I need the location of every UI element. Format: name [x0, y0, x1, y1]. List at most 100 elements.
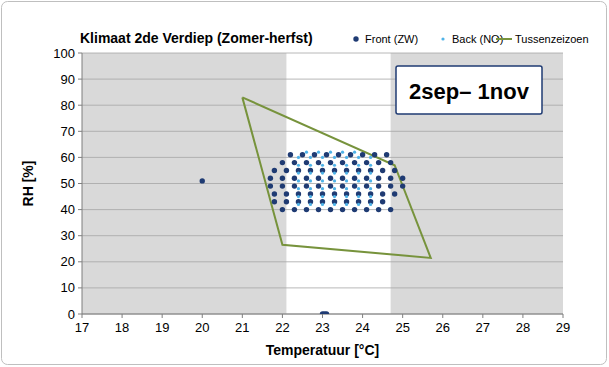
- y-tick: [78, 287, 82, 288]
- y-tick-label: 60: [61, 150, 75, 165]
- data-point: [360, 152, 365, 157]
- data-point: [380, 199, 385, 204]
- x-tick-label: 28: [516, 320, 530, 335]
- x-tick-label: 22: [275, 320, 289, 335]
- x-tick-label: 21: [235, 320, 249, 335]
- data-point: [357, 195, 360, 198]
- data-point: [345, 171, 348, 174]
- data-point: [297, 179, 300, 182]
- x-tick: [563, 314, 564, 318]
- data-point: [309, 164, 312, 167]
- data-point: [304, 183, 309, 188]
- x-tick-label: 26: [436, 320, 450, 335]
- season-polygon: [242, 97, 430, 258]
- data-point: [345, 164, 348, 167]
- x-tick: [242, 314, 243, 318]
- data-point: [369, 187, 372, 190]
- x-tick: [362, 314, 363, 318]
- data-point: [369, 171, 372, 174]
- legend-swatch: [496, 38, 512, 40]
- data-point: [280, 176, 285, 181]
- y-tick-label: 30: [61, 228, 75, 243]
- data-point: [333, 187, 336, 190]
- chart-border: [2, 2, 607, 365]
- data-point: [352, 160, 357, 165]
- legend-swatch: [353, 36, 358, 41]
- data-point: [364, 160, 369, 165]
- data-point: [333, 171, 336, 174]
- data-point: [384, 152, 389, 157]
- data-point: [321, 164, 324, 167]
- data-point: [400, 183, 405, 188]
- y-axis: [82, 53, 83, 314]
- x-tick: [402, 314, 403, 318]
- data-point: [272, 191, 277, 196]
- data-point: [292, 207, 297, 212]
- y-tick-label: 50: [61, 176, 75, 191]
- data-point: [280, 207, 285, 212]
- data-point: [304, 176, 309, 181]
- x-tick-label: 25: [395, 320, 409, 335]
- data-point: [376, 176, 381, 181]
- data-point: [280, 160, 285, 165]
- data-point: [309, 195, 312, 198]
- y-tick: [78, 53, 82, 54]
- grid-line: [82, 183, 563, 184]
- x-tick-label: 18: [115, 320, 129, 335]
- data-point: [321, 195, 324, 198]
- data-point: [297, 171, 300, 174]
- data-point: [345, 156, 348, 159]
- data-point: [369, 179, 372, 182]
- y-tick-label: 20: [61, 254, 75, 269]
- data-point: [333, 156, 336, 159]
- data-point: [316, 160, 321, 165]
- x-tick-label: 23: [315, 320, 329, 335]
- y-tick-label: 70: [61, 124, 75, 139]
- data-point: [268, 176, 273, 181]
- data-point: [372, 152, 377, 157]
- x-tick: [322, 314, 323, 318]
- data-point: [284, 168, 289, 173]
- data-point: [400, 176, 405, 181]
- data-point: [369, 164, 372, 167]
- data-point: [369, 156, 372, 159]
- data-point: [328, 183, 333, 188]
- x-axis-label: Temperatuur [°C]: [266, 342, 379, 358]
- data-point: [333, 164, 336, 167]
- data-point: [321, 171, 324, 174]
- data-point: [345, 179, 348, 182]
- y-tick: [78, 235, 82, 236]
- legend-swatch: [441, 37, 444, 40]
- data-point: [309, 187, 312, 190]
- data-point: [312, 152, 317, 157]
- data-point: [309, 156, 312, 159]
- data-point: [309, 179, 312, 182]
- grid-line: [82, 209, 563, 210]
- data-point: [280, 183, 285, 188]
- data-point: [352, 207, 357, 212]
- data-point: [324, 152, 329, 157]
- data-point: [309, 203, 312, 206]
- x-tick: [162, 314, 163, 318]
- grid-line: [82, 53, 563, 54]
- legend-label: Front (ZW): [365, 33, 418, 45]
- data-point: [297, 156, 300, 159]
- data-point: [380, 191, 385, 196]
- x-tick-label: 17: [75, 320, 89, 335]
- legend-label: Back (NO): [452, 33, 503, 45]
- data-point: [292, 176, 297, 181]
- data-point: [322, 311, 327, 314]
- data-point: [316, 176, 321, 181]
- x-tick: [442, 314, 443, 318]
- data-point: [341, 151, 344, 154]
- x-tick: [202, 314, 203, 318]
- data-point: [353, 151, 356, 154]
- grid-line: [82, 235, 563, 236]
- data-point: [297, 187, 300, 190]
- data-point: [333, 203, 336, 206]
- x-tick-label: 19: [155, 320, 169, 335]
- data-point: [340, 160, 345, 165]
- data-point: [380, 168, 385, 173]
- data-point: [328, 207, 333, 212]
- y-tick: [78, 261, 82, 262]
